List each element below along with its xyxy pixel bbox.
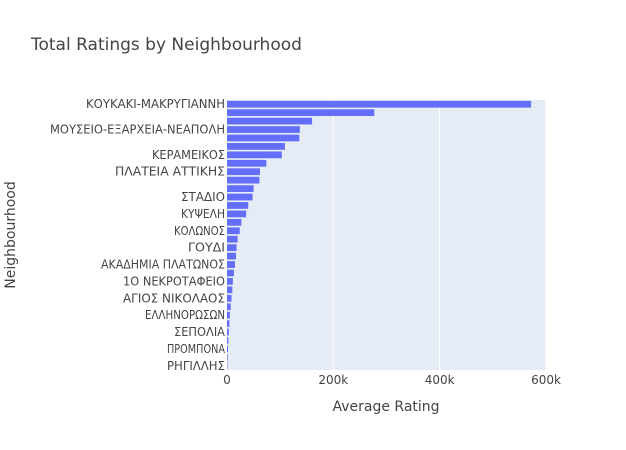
x-tick-label: 600k [531,373,561,387]
bar [227,269,234,277]
y-tick-label: ΜΟΥΣΕΙΟ-ΕΞΑΡΧΕΙΑ-ΝΕΑΠΟΛΗ [50,123,225,137]
bar [227,244,237,252]
bar [227,303,231,311]
x-tick-label: 400k [425,373,455,387]
y-tick-label: ΠΡΟΜΠΟΝΑ [167,342,226,356]
bar [227,320,230,327]
bar [227,210,247,218]
bar [227,278,233,285]
y-tick-label: ΚΥΨΕΛΗ [181,207,225,221]
bar [227,337,229,344]
bar [227,345,228,353]
y-tick-label: ΡΗΓΙΛΛΗΣ [167,359,225,373]
bar [227,252,237,260]
bar [227,261,235,268]
y-tick-label: ΕΛΛΗΝΟΡΩΣΩΝ [145,308,225,322]
bar [227,134,300,142]
y-tick-label: ΓΟΥΔΙ [188,241,225,255]
bar [227,202,249,209]
bar [227,311,230,319]
bar [227,235,238,243]
y-tick-label: ΚΕΡΑΜΕΙΚΟΣ [152,148,225,162]
bar [227,126,300,133]
bars [227,100,532,370]
y-tick-label: ΚΟΛΩΝΟΣ [174,224,225,238]
bar [227,151,282,159]
bar [227,294,232,302]
bar [227,193,253,201]
x-axis-title: Average Rating [332,399,439,415]
gridlines [332,100,547,370]
y-axis-title: Neighbourhood [3,181,19,288]
bar [227,218,242,226]
bar [227,168,260,176]
bar [227,117,313,125]
bar [227,159,267,167]
bar [227,362,228,370]
y-tick-label: ΚΟΥΚΑΚΙ-ΜΑΚΡΥΓΙΑΝΝΗ [86,97,225,111]
bar [227,328,229,336]
y-tick-labels: ΚΟΥΚΑΚΙ-ΜΑΚΡΥΓΙΑΝΝΗ ΜΟΥΣΕΙΟ-ΕΞΑΡΧΕΙΑ-ΝΕΑΠ… [50,97,226,373]
bar [227,353,228,361]
bar [227,185,254,192]
y-tick-label: ΠΛΑΤΕΙΑ ΑΤΤΙΚΗΣ [115,165,225,179]
bar [227,109,375,117]
bar [227,100,532,108]
bar [227,143,285,150]
y-tick-label: 1Ο ΝΕΚΡΟΤΑΦΕΙΟ [123,274,225,288]
y-tick-label: ΑΓΙΟΣ ΝΙΚΟΛΑΟΣ [123,291,225,305]
x-tick-labels: 0 200k 400k 600k [223,373,561,387]
chart-title: Total Ratings by Neighbourhood [30,35,302,55]
bar [227,176,260,184]
bar [227,286,233,294]
y-tick-label: ΣΤΑΔΙΟ [181,190,225,204]
bar [227,227,240,235]
x-tick-label: 0 [223,373,231,387]
y-tick-label: ΑΚΑΔΗΜΙΑ ΠΛΑΤΩΝΟΣ [101,258,225,272]
y-tick-label: ΣΕΠΟΛΙΑ [174,325,226,339]
x-tick-label: 200k [318,373,348,387]
